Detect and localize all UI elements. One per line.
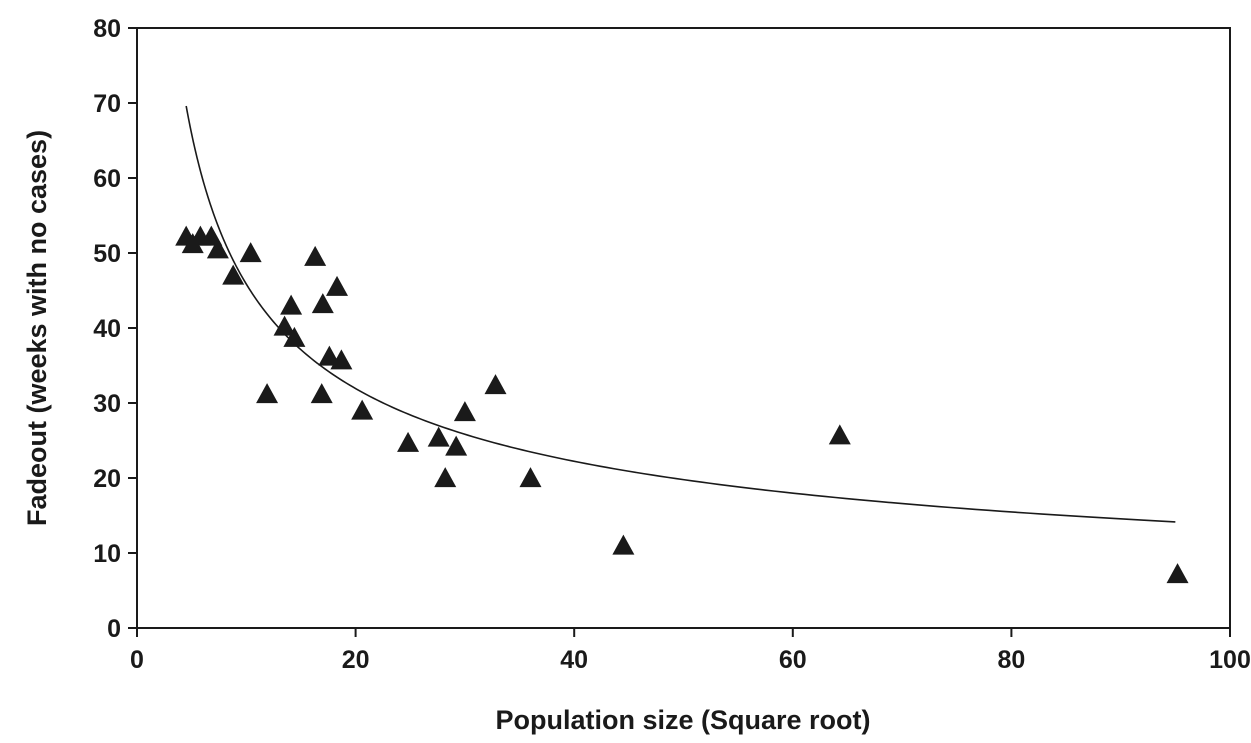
data-point-triangle (330, 349, 353, 370)
data-point-triangle (239, 242, 262, 263)
y-tick-label: 60 (93, 165, 121, 193)
data-point-triangle (612, 534, 635, 555)
data-point-triangle (326, 275, 349, 296)
data-points (175, 225, 1189, 584)
plot-frame (136, 27, 1231, 629)
trend-line (185, 105, 1176, 523)
data-point-triangle (434, 467, 457, 488)
data-point-triangle (351, 399, 374, 420)
data-point-triangle (280, 294, 303, 315)
y-axis-title: Fadeout (weeks with no cases) (22, 130, 52, 526)
y-tick-label: 80 (93, 15, 121, 43)
y-tick-label: 10 (93, 540, 121, 568)
x-tick-label: 60 (779, 646, 807, 674)
x-tick-label: 40 (560, 646, 588, 674)
data-point-triangle (519, 467, 542, 488)
data-point-triangle (304, 245, 327, 266)
y-tick-label: 20 (93, 465, 121, 493)
data-point-triangle (222, 264, 245, 285)
data-point-triangle (1166, 563, 1189, 584)
data-point-triangle (256, 383, 279, 404)
data-point-triangle (206, 238, 229, 259)
data-point-triangle (445, 435, 468, 456)
data-point-triangle (427, 426, 450, 447)
data-point-triangle (484, 374, 507, 395)
y-tick-label: 0 (107, 615, 121, 643)
y-tick-label: 70 (93, 90, 121, 118)
y-tick-label: 30 (93, 390, 121, 418)
x-tick-label: 80 (997, 646, 1025, 674)
data-point-triangle (273, 315, 296, 336)
x-tick-label: 100 (1209, 646, 1251, 674)
x-axis: 0 20 40 60 80 100 (130, 628, 1251, 674)
y-axis: 0 10 20 30 40 50 60 70 80 (93, 15, 137, 643)
x-axis-title: Population size (Square root) (495, 705, 870, 735)
data-point-triangle (397, 431, 420, 452)
data-point-triangle (828, 424, 851, 445)
data-point-triangle (283, 326, 306, 347)
x-tick-label: 0 (130, 646, 144, 674)
data-point-triangle (318, 345, 341, 366)
data-point-triangle (310, 383, 333, 404)
y-tick-label: 40 (93, 315, 121, 343)
x-tick-label: 20 (342, 646, 370, 674)
data-point-triangle (311, 293, 334, 314)
data-point-triangle (453, 401, 476, 422)
y-tick-label: 50 (93, 240, 121, 268)
